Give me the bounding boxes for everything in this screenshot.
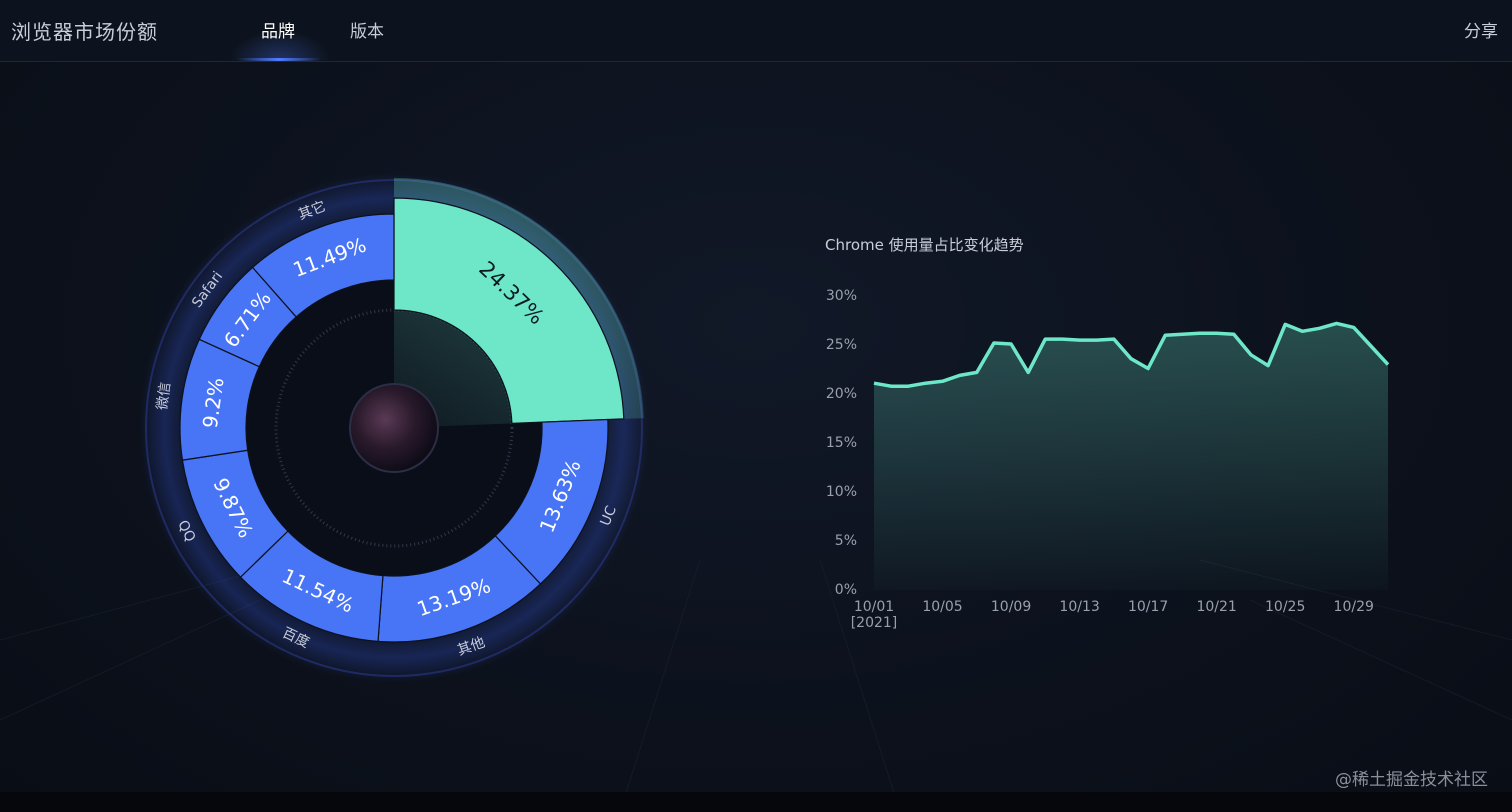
top-bar: 浏览器市场份额 品牌 版本 分享 (0, 0, 1512, 62)
y-tick-label: 5% (835, 533, 857, 549)
y-tick-label: 30% (826, 288, 857, 304)
x-tick-label: 10/17 (1128, 599, 1168, 615)
donut-slice-1[interactable] (393, 197, 625, 424)
watermark: @稀土掘金技术社区 (1335, 770, 1488, 790)
app-title: 浏览器市场份额 (11, 20, 158, 44)
active-tab-glow (230, 30, 330, 60)
trend-chart-title: Chrome 使用量占比变化趋势 (825, 236, 1024, 254)
bottom-bar (0, 792, 1512, 812)
x-tick-label: 10/05 (922, 599, 962, 615)
donut-slices (179, 178, 644, 643)
donut-slice-8[interactable] (251, 213, 395, 318)
y-tick-label: 15% (826, 435, 857, 451)
x-tick-label: 10/25 (1265, 599, 1305, 615)
share-button[interactable]: 分享 (1464, 22, 1498, 42)
active-tab-indicator (237, 58, 321, 61)
tab-brand[interactable]: 品牌 (261, 22, 295, 42)
x-tick-label: 10/29 (1334, 599, 1374, 615)
tab-version[interactable]: 版本 (350, 22, 384, 42)
x-tick-label: 10/13 (1059, 599, 1099, 615)
slice-category-label: 微信 (154, 381, 174, 411)
y-tick-label: 10% (826, 484, 857, 500)
y-axis-ticks: 0% 5% 10% 15% 20% 25% 30% (826, 288, 857, 598)
y-tick-label: 0% (835, 582, 857, 598)
center-orb (349, 383, 439, 473)
x-tick-year-label: [2021] (851, 615, 898, 631)
chrome-trend-chart: Chrome 使用量占比变化趋势 0% 5% 10% 15% 20% 25% 30% 10/… (825, 236, 1390, 631)
trend-line (873, 321, 1390, 388)
slice-category-label: UC (598, 503, 620, 528)
x-tick-label: 10/21 (1196, 599, 1236, 615)
x-axis-ticks: 10/01 10/05 10/09 10/13 10/17 10/21 10/25 10/29… (851, 599, 1374, 631)
x-tick-label: 10/09 (991, 599, 1031, 615)
y-tick-label: 25% (826, 337, 857, 353)
x-tick-label: 10/01 (854, 599, 894, 615)
y-tick-label: 20% (826, 386, 857, 402)
dotted-inner-ring (274, 308, 514, 548)
trend-area (874, 323, 1388, 590)
